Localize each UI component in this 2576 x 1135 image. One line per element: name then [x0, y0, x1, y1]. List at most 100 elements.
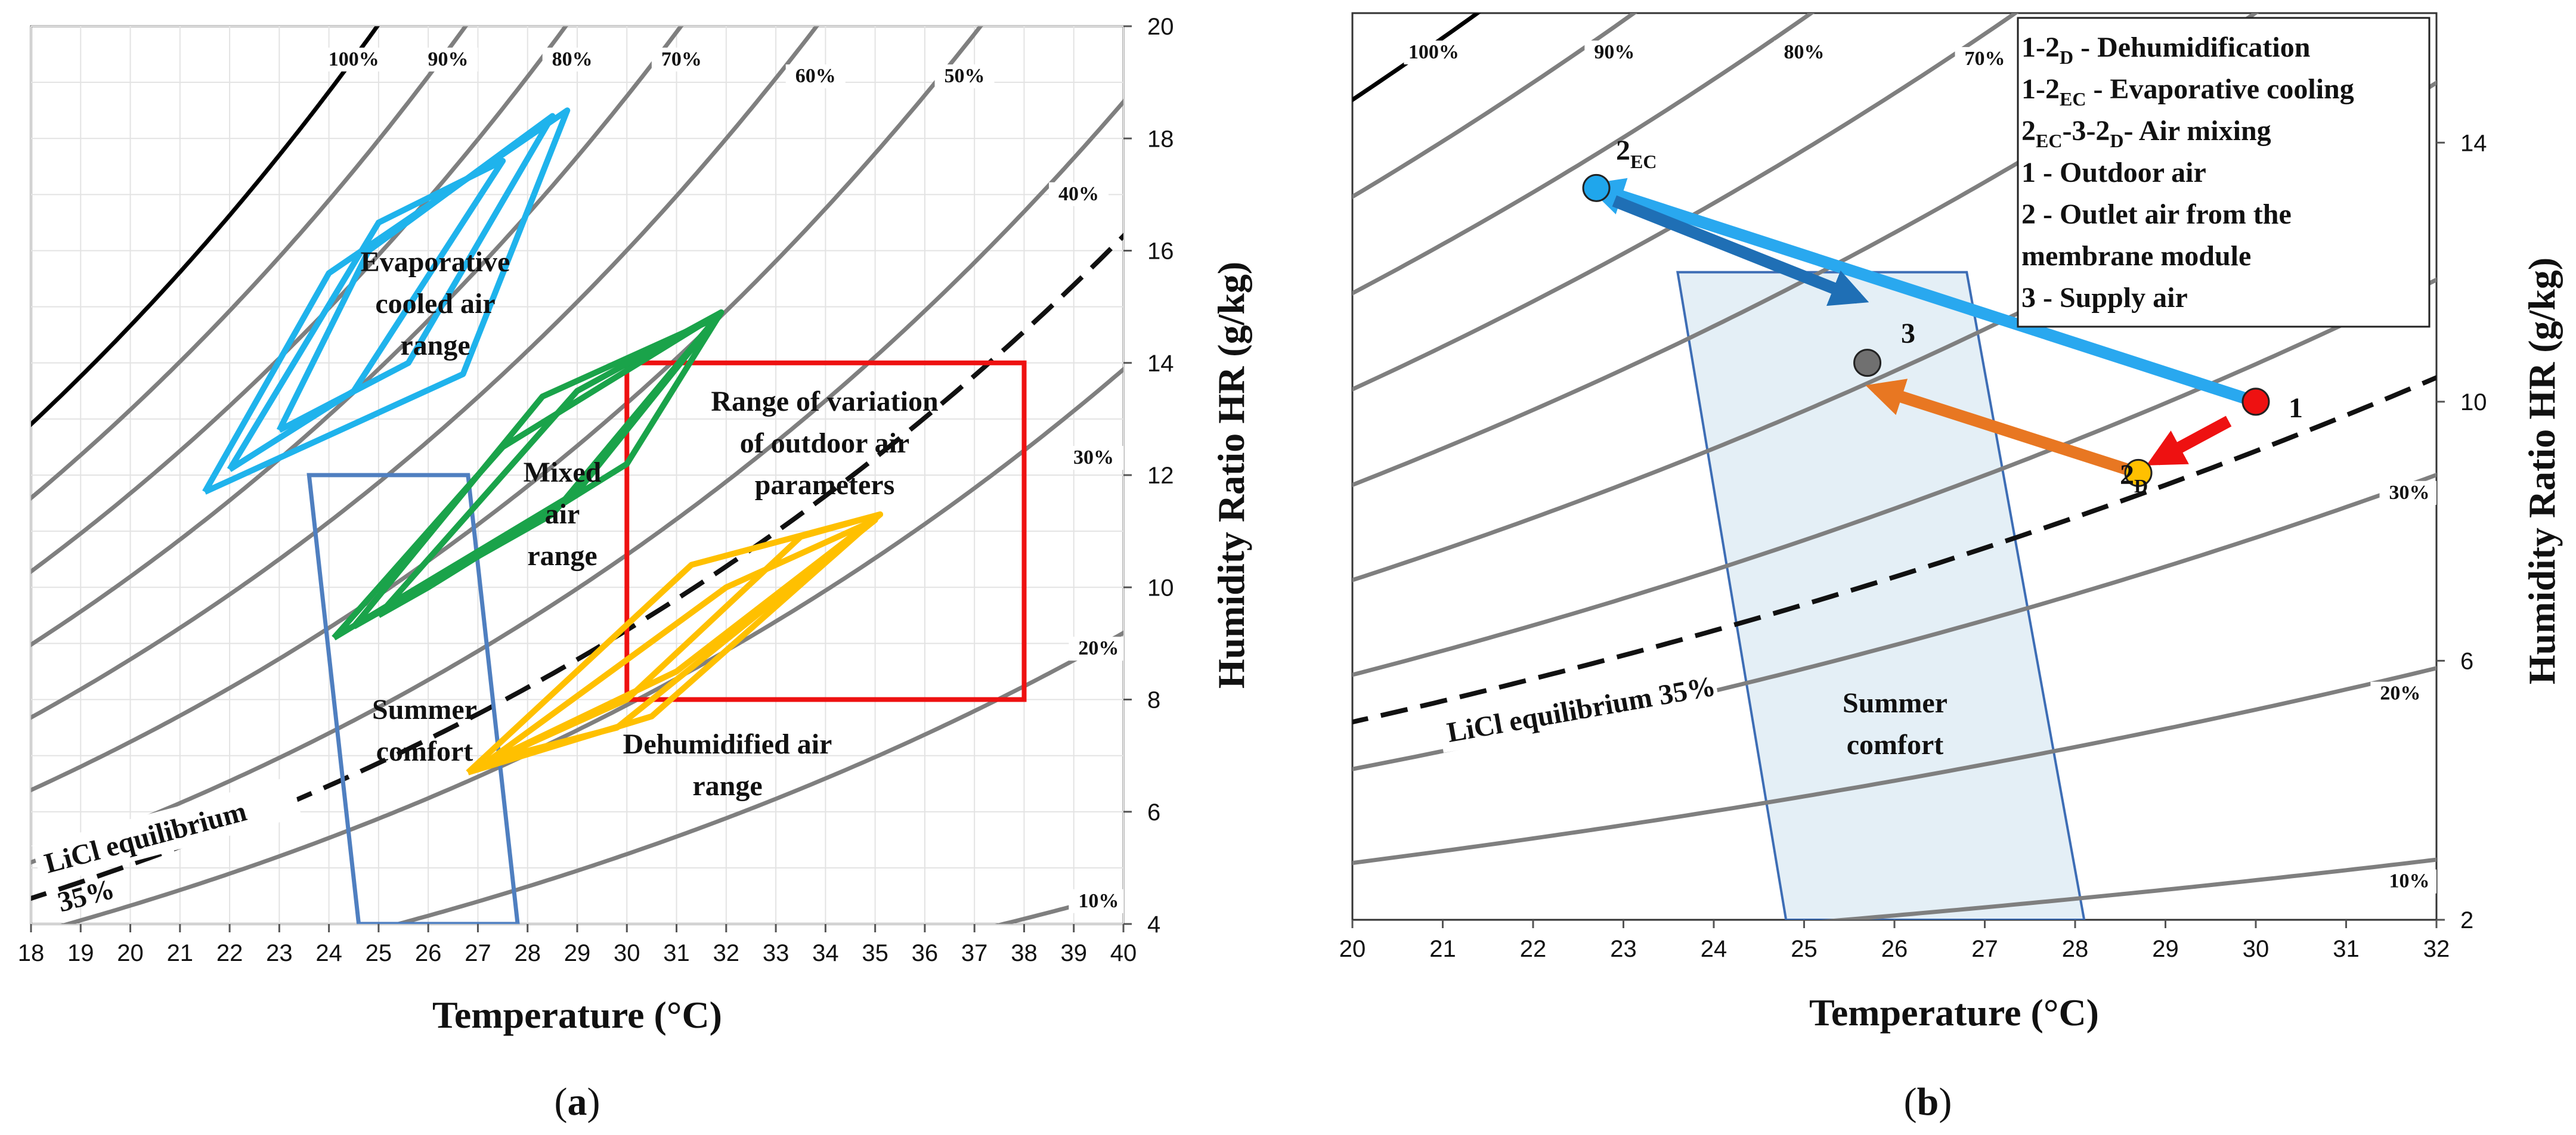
x-tick-label: 27	[1971, 936, 1998, 962]
rh-label-10: 10%	[2389, 870, 2430, 892]
x-tick-label: 18	[18, 940, 45, 966]
panel-b-chart: 100% 90% 80% 70%30%20%10% 20 21 22 23 24 25 26 27 2…	[1339, 12, 2563, 1124]
rh-label-100: 100%	[329, 48, 379, 70]
svg-text:Range of variation: Range of variation	[711, 386, 938, 417]
arrow-dehumidification	[2146, 415, 2232, 466]
panel-b-process-arrows	[1585, 178, 2258, 479]
x-tick-label: 35	[862, 940, 888, 966]
panel-a-evap-annotation: Evaporative cooled air range	[361, 246, 510, 361]
legend-item-outdoor-air: 1 - Outdoor air	[2021, 157, 2206, 188]
panel-b-comfort-annotation: Summer comfort	[1843, 687, 1948, 761]
panel-a-x-tick-labels: 18 19 20 21 22 23 24 25 26 27 28 29 30 31 32 33 34 35 36 37…	[18, 924, 1137, 966]
rh-curve-30	[60, 366, 1123, 924]
svg-text:Summer: Summer	[372, 694, 477, 725]
arrow-mixing-from-2d	[1865, 379, 2141, 479]
x-tick-label: 21	[167, 940, 194, 966]
state-point-2D	[2124, 458, 2153, 487]
rh-curve-10	[1820, 857, 2436, 920]
y-tick-label: 20	[1147, 14, 1174, 40]
x-tick-label: 31	[663, 940, 690, 966]
x-tick-label: 22	[216, 940, 243, 966]
legend-item-dehumidification: 1-2D - Dehumidification	[2021, 32, 2310, 68]
svg-text:range: range	[527, 540, 597, 572]
legend-item-air-mixing: 2EC-3-2D- Air mixing	[2021, 115, 2271, 151]
panel-a-chart: 100% 90% 80% 70% 60% 50% 40% 30% 20% 10% 18 19 20 21…	[18, 14, 1252, 1124]
arrow-evaporative-cooling	[1585, 178, 2258, 408]
panel-b-state-points	[1582, 173, 2270, 487]
rh-label-30: 30%	[1073, 446, 1114, 469]
panel-b-licl-equilibrium-line	[1352, 375, 2436, 725]
mixed-range-polygon-2	[376, 309, 724, 618]
panel-a-y-tick-labels: 4 6 8 10 12 14 16 18 20	[1123, 14, 1174, 938]
state-point-2EC	[1582, 173, 1611, 202]
rh-curve-70	[1352, 13, 2019, 392]
rh-curve-70	[31, 26, 684, 647]
panel-b-caption: (b)	[1904, 1080, 1952, 1124]
y-tick-label: 8	[1147, 687, 1160, 714]
point-3-label: 3	[1901, 318, 1915, 349]
panel-a-rh-labels: 100% 90% 80% 70% 60% 50% 40% 30% 20% 10%	[324, 47, 1123, 913]
rh-curve-20	[1352, 666, 2436, 866]
rh-curve-40	[1352, 277, 2436, 677]
svg-text:range: range	[400, 330, 470, 361]
point-2d-label: 2D	[2120, 459, 2148, 497]
panel-a-outdoor-range-box	[624, 360, 1027, 702]
x-tick-label: 23	[266, 940, 293, 966]
x-tick-label: 28	[2062, 936, 2089, 962]
rh-curve-90	[31, 26, 469, 501]
x-tick-label: 38	[1011, 940, 1038, 966]
dehum-range-polygon-2	[476, 511, 883, 770]
svg-text:comfort: comfort	[1847, 729, 1944, 761]
panel-a-caption: (a)	[555, 1080, 600, 1124]
rh-curve-80	[1352, 13, 1815, 296]
x-tick-label: 30	[2243, 936, 2270, 962]
x-tick-label: 25	[366, 940, 392, 966]
rh-label-100: 100%	[1408, 41, 1459, 63]
state-point-1	[2241, 387, 2270, 416]
x-tick-label: 30	[614, 940, 640, 966]
x-tick-label: 31	[2333, 936, 2360, 962]
legend-item-evaporative-cooling: 1-2EC - Evaporative cooling	[2021, 73, 2354, 110]
x-tick-label: 24	[315, 940, 342, 966]
y-tick-label: 10	[1147, 575, 1174, 601]
x-tick-label: 19	[67, 940, 94, 966]
y-tick-label: 6	[2460, 648, 2473, 674]
panel-b-x-axis-label: Temperature (°C)	[1809, 991, 2099, 1034]
svg-text:range: range	[692, 770, 762, 802]
evap-range-polygon-1	[227, 157, 506, 472]
panel-a-comfort-zone	[306, 473, 520, 924]
rh-curve-60	[1352, 13, 2259, 488]
svg-text:parameters: parameters	[755, 469, 895, 501]
x-tick-label: 20	[117, 940, 144, 966]
rh-label-80: 80%	[1784, 41, 1825, 63]
x-tick-label: 24	[1701, 936, 1727, 962]
x-tick-label: 29	[2152, 936, 2179, 962]
panel-a-mixed-range	[332, 309, 724, 641]
y-tick-label: 14	[1147, 351, 1174, 377]
arrow-mixing-from-2ec	[1612, 195, 1869, 306]
panel-a-x-axis-label: Temperature (°C)	[432, 994, 722, 1036]
point-1-label: 1	[2289, 392, 2303, 424]
x-tick-label: 27	[465, 940, 491, 966]
x-tick-label: 21	[1429, 936, 1456, 962]
panel-a-dehumidified-range	[466, 511, 883, 776]
y-tick-label: 4	[1147, 911, 1160, 938]
x-tick-label: 39	[1060, 940, 1087, 966]
panel-b-y-axis-label: Humidity Ratio HR (g/kg)	[2521, 258, 2563, 684]
x-tick-label: 29	[564, 940, 591, 966]
rh-curve-100	[31, 26, 380, 427]
legend-box	[2017, 17, 2431, 328]
panel-b-y-tick-labels: 2 6 10 14	[2436, 130, 2487, 934]
x-tick-label: 32	[713, 940, 740, 966]
svg-text:Mixed: Mixed	[524, 457, 602, 488]
x-tick-label: 22	[1520, 936, 1547, 962]
y-tick-label: 6	[1147, 799, 1160, 826]
x-tick-label: 32	[2423, 936, 2450, 962]
state-point-3	[1853, 349, 1882, 377]
svg-text:cooled air: cooled air	[375, 288, 495, 320]
point-2ec-label: 2EC	[1616, 135, 1657, 172]
legend-item-outlet-air: 2 - Outlet air from the	[2021, 199, 2292, 230]
panel-a-y-axis-label: Humidity Ratio HR (g/kg)	[1210, 262, 1252, 689]
evap-range-polygon-2	[276, 113, 556, 433]
